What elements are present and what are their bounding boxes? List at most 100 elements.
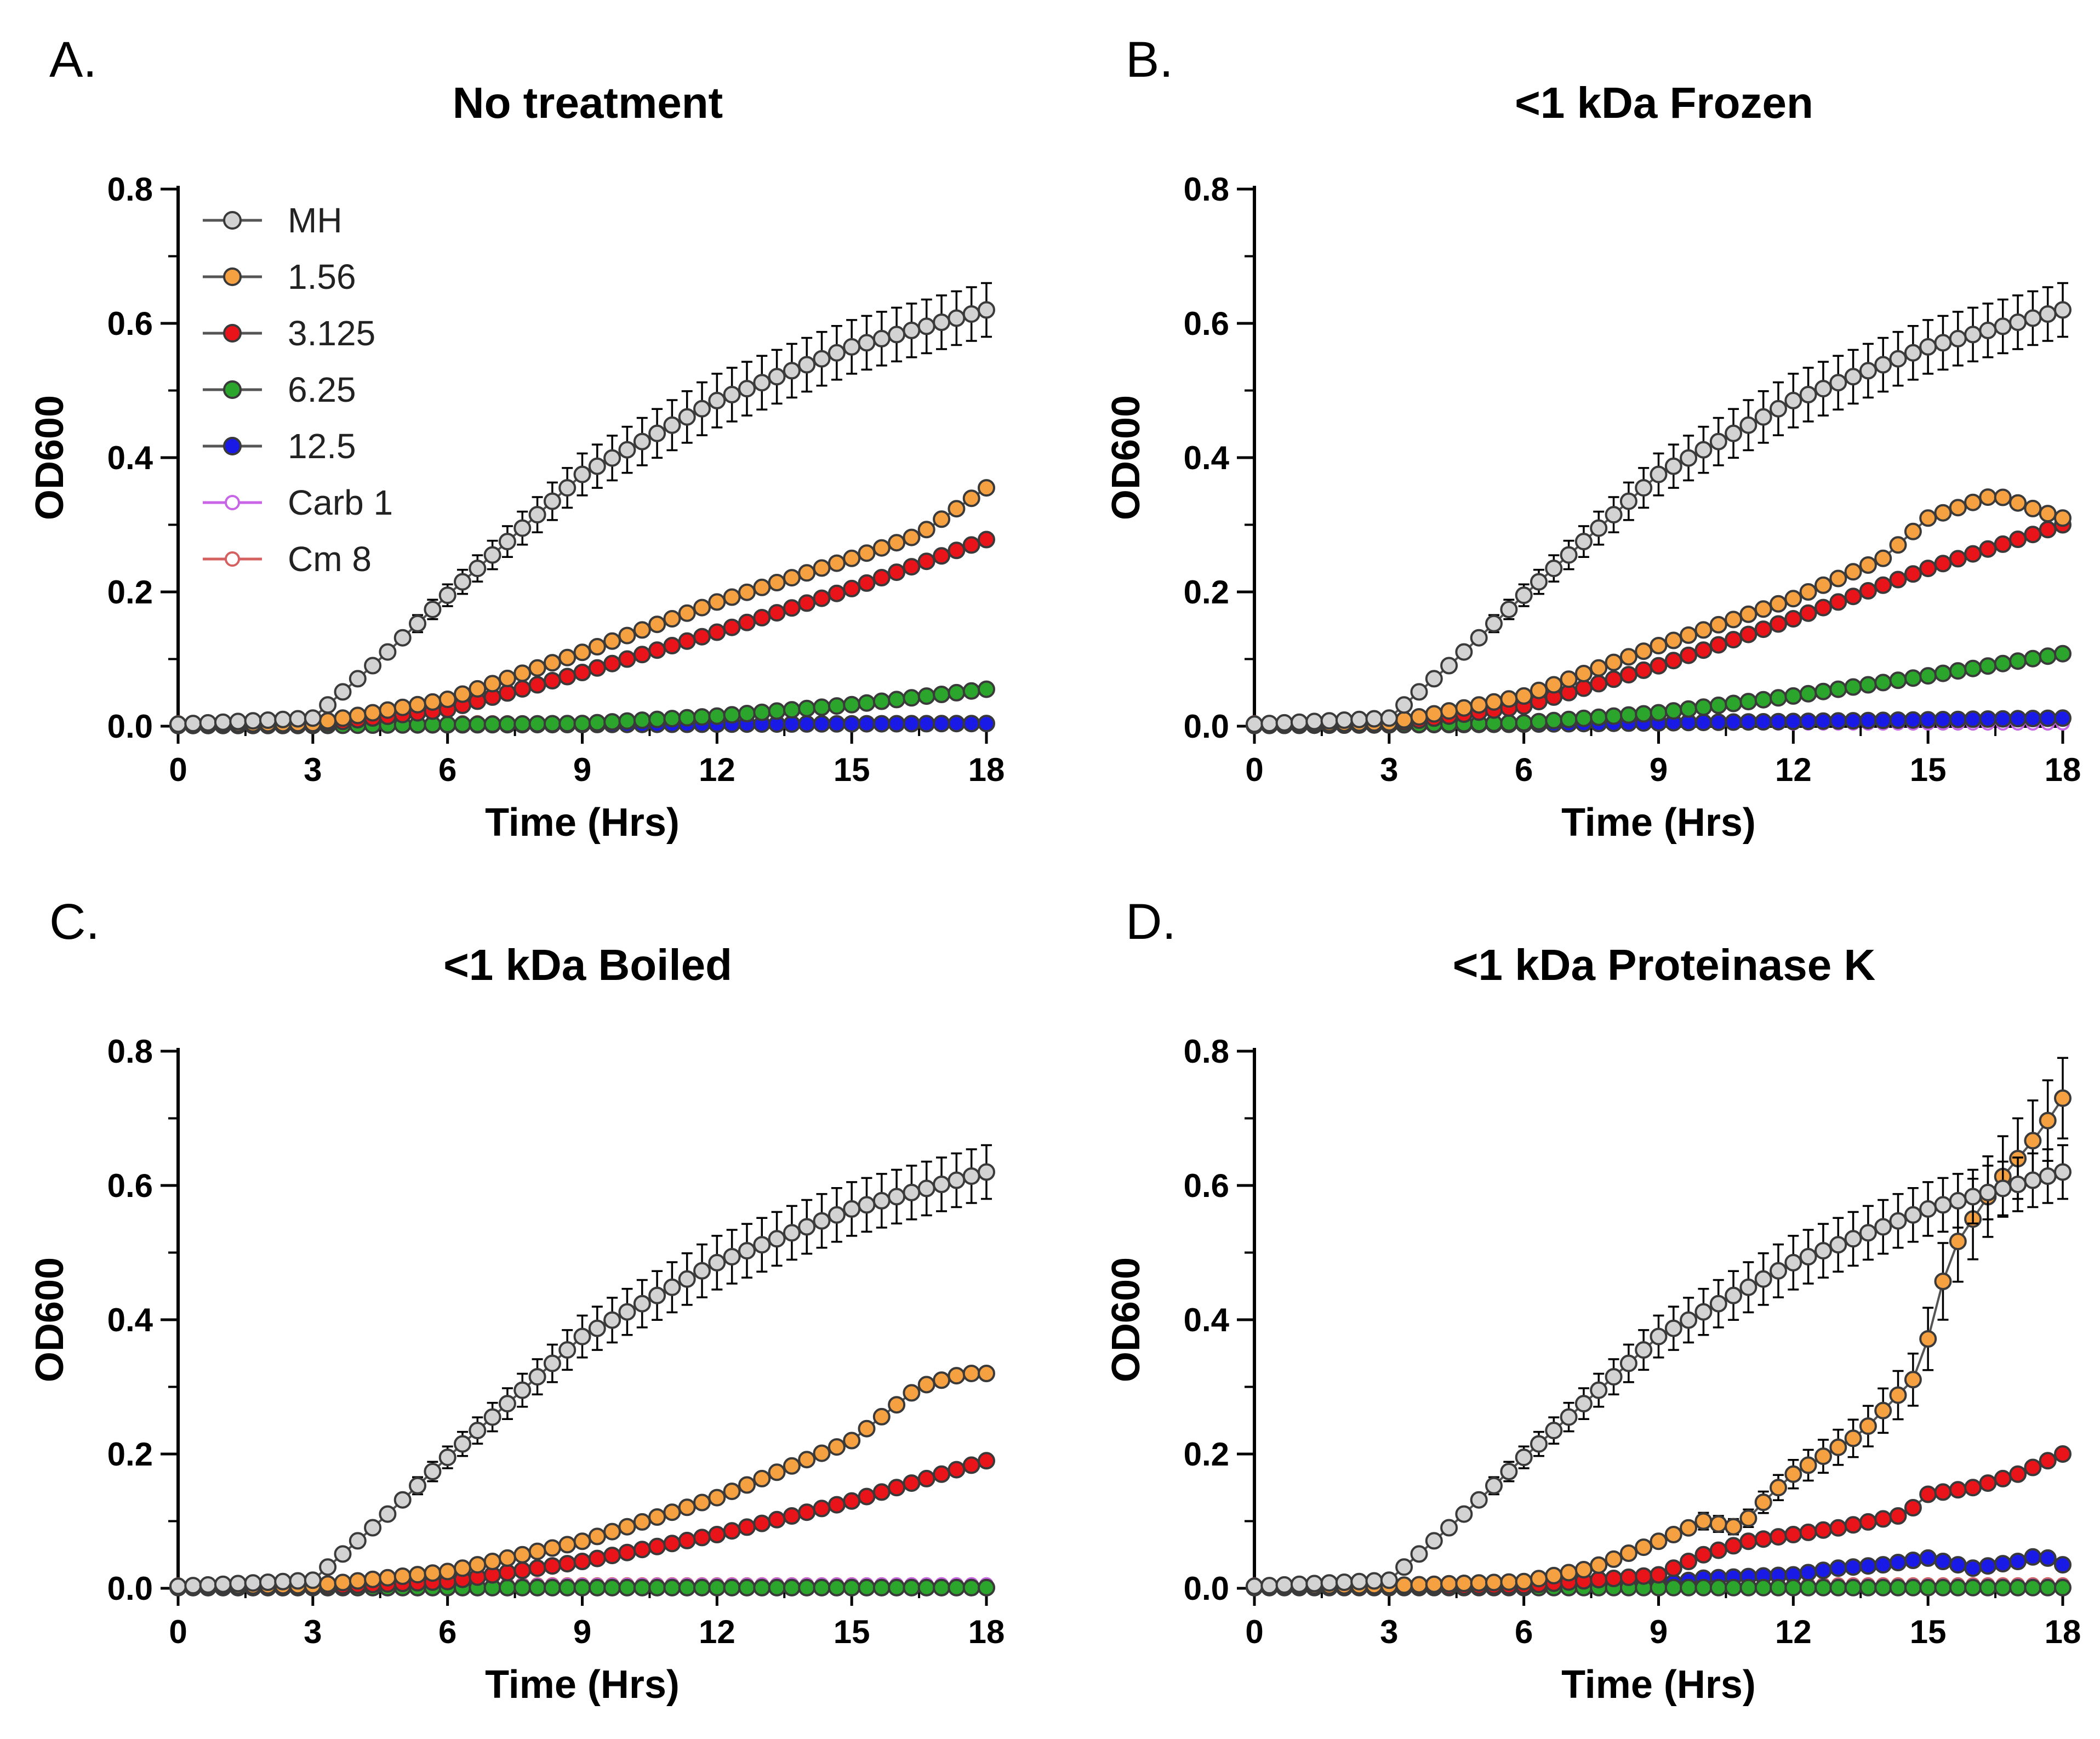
data-point [424,1463,442,1480]
data-point [1814,1242,1832,1260]
x-tick-label: 9 [1650,751,1668,788]
data-point [888,691,906,709]
data-point [648,710,666,728]
data-point [828,584,846,602]
legend-item: MH [203,201,343,240]
data-point [1275,1576,1293,1594]
data-point [349,1572,367,1590]
data-point [843,549,861,567]
data-point [783,1457,801,1475]
data-point [1664,631,1682,649]
data-point [903,1474,921,1492]
data-point [1949,662,1967,680]
data-point [1694,714,1713,732]
data-point [1784,610,1802,628]
data-point [1874,711,1892,729]
chart-title: <1 kDa Boiled [443,940,732,989]
data-point [1694,1578,1713,1597]
data-point [828,1206,846,1224]
data-point [1500,714,1518,732]
data-point [798,1451,816,1469]
data-point [543,1557,561,1575]
data-point [334,1545,352,1563]
data-point [1919,509,1937,527]
data-point [1320,712,1338,730]
x-tick-label: 18 [968,751,1005,788]
data-point [1874,1578,1892,1597]
series-line [1254,523,2063,726]
data-point [1410,1545,1428,1563]
data-point [2009,1465,2027,1483]
x-tick-label: 0 [1245,1613,1263,1650]
data-point [1650,1532,1668,1550]
data-point [1590,659,1608,677]
data-point [1814,576,1832,594]
data-point [1619,1568,1637,1586]
data-point [1919,1549,1937,1567]
data-point [2039,1167,2057,1185]
data-point [1770,400,1787,418]
data-point [1725,694,1743,712]
x-tick-label: 6 [1515,751,1533,788]
data-point [663,416,681,434]
data-point [1919,1200,1937,1218]
data-point [1500,690,1518,708]
data-point [1739,693,1757,711]
data-point [1650,1327,1668,1345]
data-point [948,1461,966,1479]
x-tick-label: 9 [573,1613,591,1650]
data-point [1964,1578,1982,1597]
x-tick-label: 12 [699,1613,735,1650]
y-tick-label: 0.6 [1184,305,1229,342]
data-point [858,1419,876,1438]
data-point [2039,1578,2057,1597]
data-point [513,1578,532,1597]
data-point [1619,666,1637,684]
data-point [1844,1578,1862,1597]
data-point [1350,710,1368,728]
data-point [2009,531,2027,548]
chart-panel-1: A. No treatment 0.0 0.2 0.4 0.6 0.8 0 3 6 9 12 15 18 T… [28,32,1005,845]
data-point [364,657,382,675]
data-point [1814,1561,1832,1580]
series-line [1254,1171,2063,1588]
data-point [1725,611,1743,629]
data-point [738,1518,756,1536]
data-point [1664,1526,1682,1543]
data-point [513,680,532,698]
data-point [1799,712,1817,731]
data-point [1635,661,1653,679]
data-point [393,698,412,716]
data-point [1949,1578,1967,1597]
data-point [1889,711,1907,729]
data-point [843,338,861,356]
data-point [738,1476,756,1494]
data-point [1979,1557,1997,1575]
data-point [663,1578,681,1597]
data-point [933,1176,951,1193]
x-tick-label: 18 [2045,751,2081,788]
data-point [1904,669,1922,687]
data-point [1829,680,1847,698]
data-point [1739,416,1757,434]
data-point [1770,615,1787,633]
data-point [1994,1578,2012,1597]
data-point [2024,710,2042,727]
data-point [1664,1319,1682,1337]
y-tick-label: 0.6 [107,1167,153,1204]
data-point [349,1532,367,1550]
x-tick-label: 0 [169,1613,187,1650]
data-point [872,1191,891,1210]
data-point [1470,1574,1488,1592]
data-point [364,704,382,722]
data-point [573,643,591,662]
data-point [469,715,487,733]
data-point [1784,712,1802,731]
data-point [1290,1575,1308,1593]
data-point [1889,1212,1907,1230]
data-point [858,1196,876,1214]
data-point [633,1578,651,1597]
data-point [2054,1089,2072,1107]
data-point [393,1491,412,1509]
data-point [1709,1295,1727,1313]
